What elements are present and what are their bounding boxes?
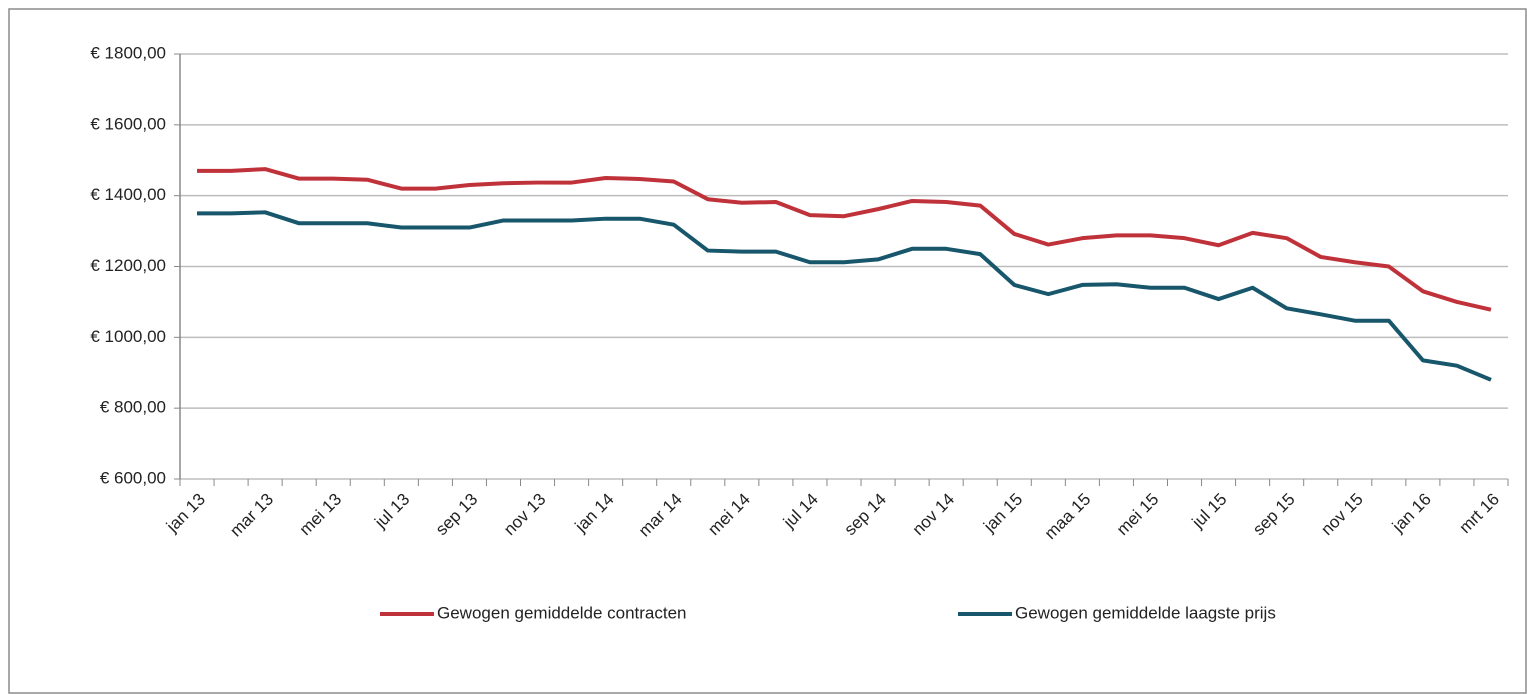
y-tick-label: € 1000,00 [90, 327, 166, 346]
y-tick-label: € 800,00 [100, 398, 166, 417]
y-tick-label: € 1400,00 [90, 185, 166, 204]
y-tick-label: € 1200,00 [90, 256, 166, 275]
series-line [197, 210, 1492, 382]
series-line [197, 167, 1492, 312]
legend-label: Gewogen gemiddelde laagste prijs [1015, 603, 1276, 622]
legend-label: Gewogen gemiddelde contracten [437, 603, 687, 622]
y-tick-label: € 1800,00 [90, 43, 166, 62]
chart-border [8, 8, 1527, 694]
y-tick-label: € 1600,00 [90, 114, 166, 133]
y-tick-label: € 600,00 [100, 468, 166, 487]
